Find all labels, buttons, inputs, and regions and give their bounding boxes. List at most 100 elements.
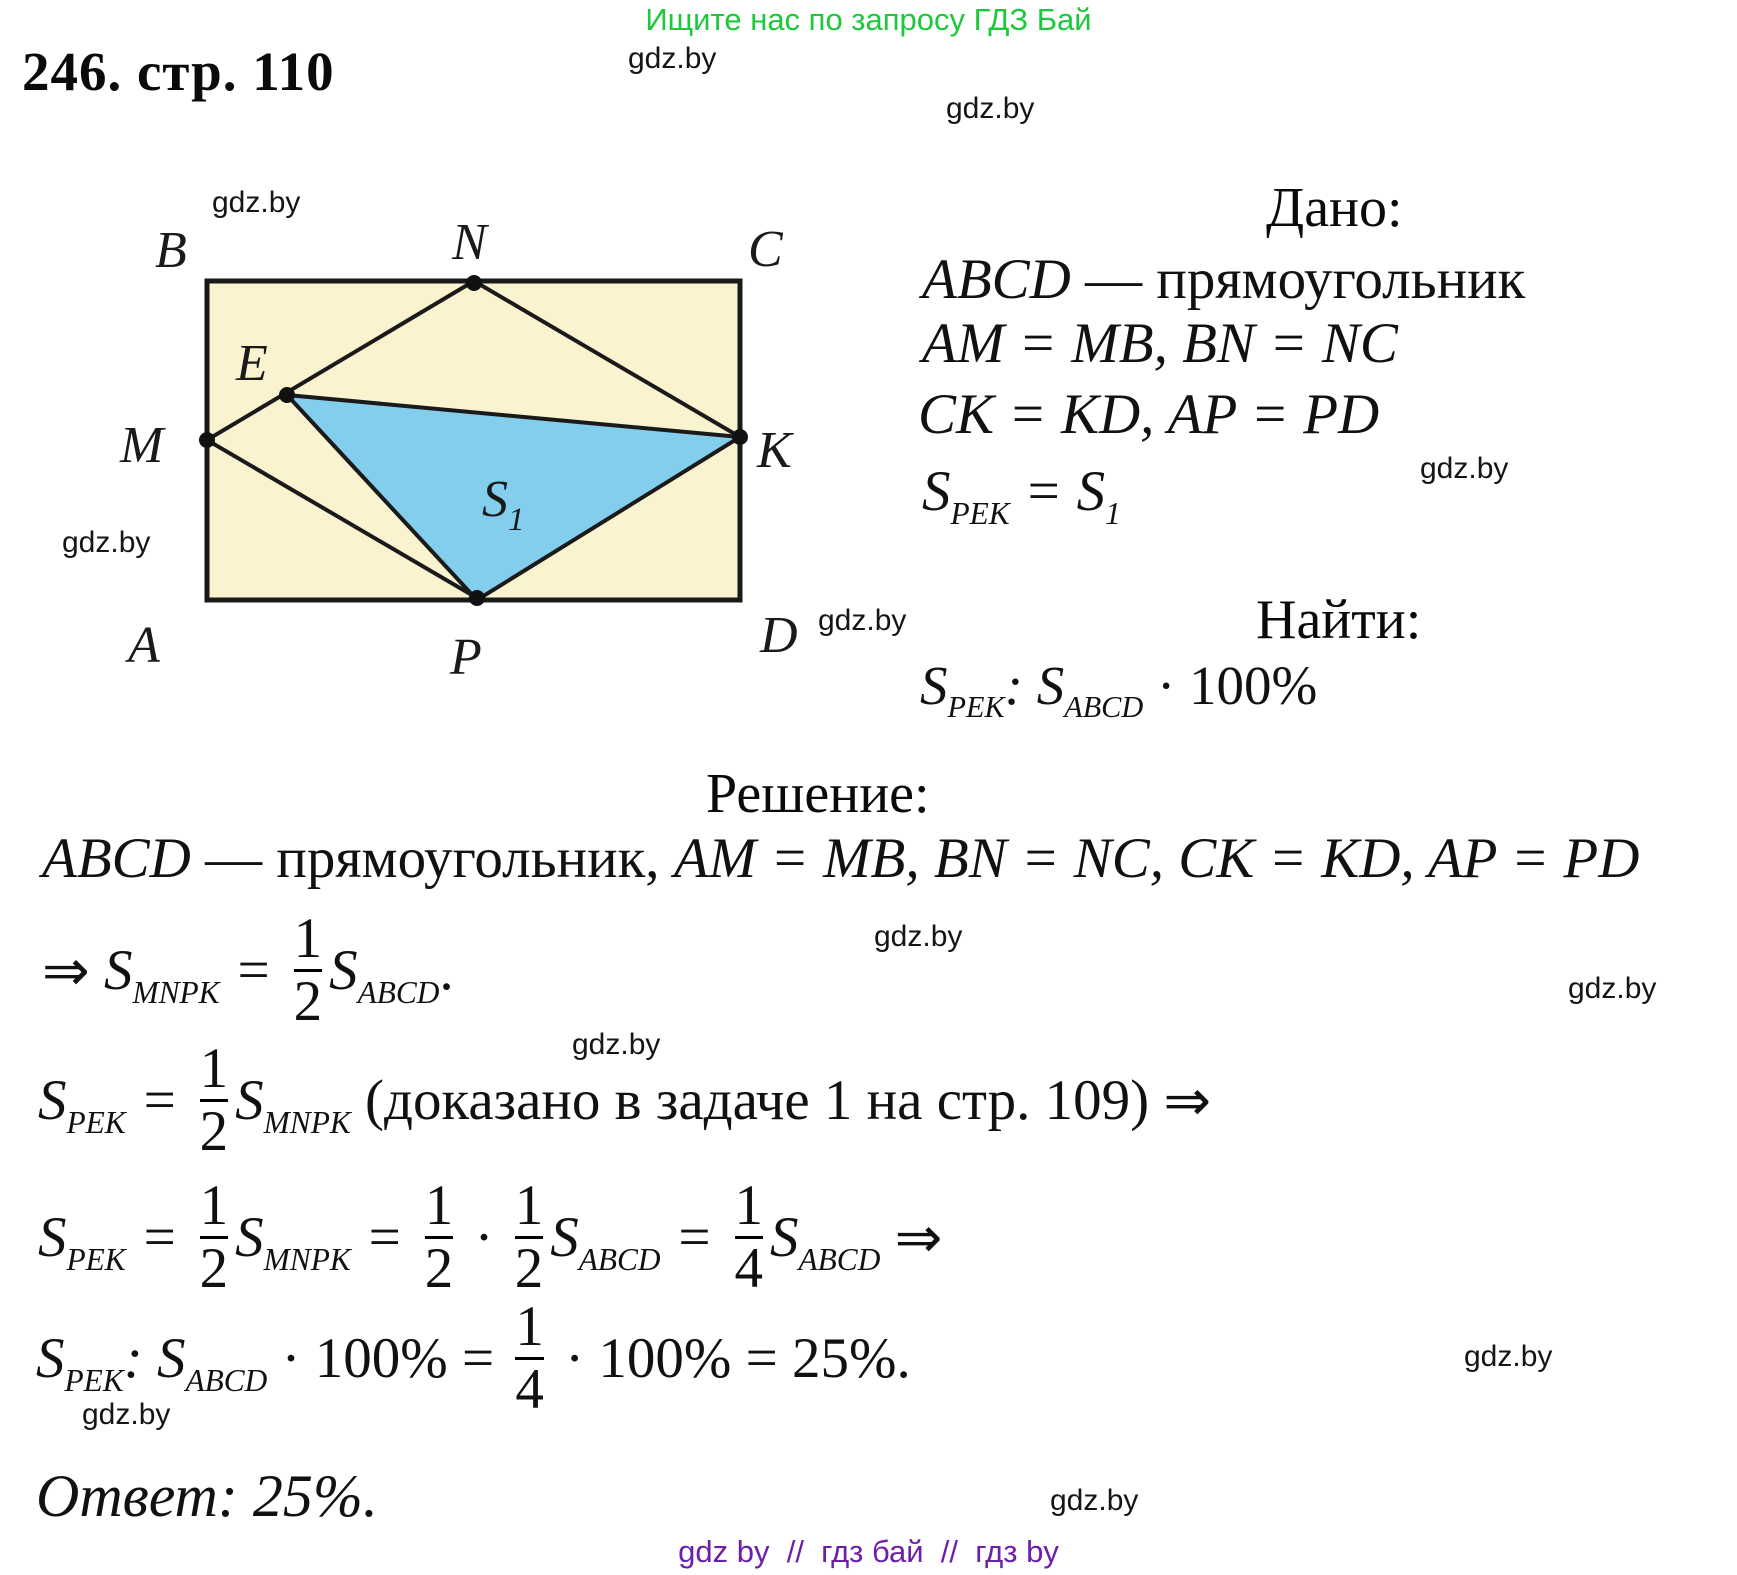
given-line-1-text: — прямоугольник — [1070, 248, 1526, 311]
equals: = — [1009, 460, 1077, 523]
equals: = — [350, 1206, 418, 1270]
implies-arrow: ⇒ — [42, 939, 105, 1003]
fraction-bar — [734, 1236, 764, 1240]
vertex-label-p: P — [449, 629, 482, 686]
vertex-label-n: N — [451, 214, 490, 271]
subscript: PEK — [66, 1242, 126, 1278]
subscript: PEK — [64, 1363, 124, 1399]
expression-segment: · 100% = 25%. — [550, 1327, 911, 1391]
fraction-bar — [293, 969, 323, 973]
fraction-bar — [199, 1099, 229, 1103]
math-expression: CK = KD, AP = PD — [918, 383, 1380, 446]
numerator: 1 — [734, 1174, 764, 1237]
math-var: S — [36, 1327, 65, 1391]
equals: = — [125, 1069, 193, 1133]
subscript: ABCD — [798, 1242, 881, 1278]
implies-arrow: ⇒ — [880, 1206, 943, 1270]
fraction-bar — [514, 1236, 544, 1240]
segment-mn — [205, 279, 476, 442]
numerator: 1 — [199, 1037, 229, 1100]
subscript: ABCD — [357, 975, 440, 1011]
denominator: 2 — [199, 1237, 229, 1301]
gdz-watermark: gdz.by — [1420, 452, 1509, 485]
gdz-watermark: gdz.by — [818, 604, 907, 637]
subscript: PEK — [947, 689, 1005, 724]
solution-line-2: ⇒ S MNPK = 1 2 S ABCD. — [42, 907, 454, 1033]
point-dot-e — [279, 387, 295, 403]
point-dot-k — [732, 429, 748, 445]
numerator: 1 — [424, 1174, 454, 1237]
math-var: S — [770, 1206, 799, 1270]
denominator: 4 — [515, 1358, 544, 1422]
subscript: MNPK — [263, 1242, 351, 1278]
gdz-watermark: gdz.by — [1050, 1484, 1139, 1517]
solution-line-1: ABCD — прямоугольник, AM = MB, BN = NC, … — [42, 826, 1639, 891]
subscript: PEK — [950, 496, 1010, 532]
page-title: 246. стр. 110 — [22, 41, 335, 102]
solution-heading: Решение: — [706, 763, 930, 825]
math-expression: AM = MB, BN = NC, CK = KD, AP = PD — [673, 827, 1640, 890]
equals: = — [660, 1206, 728, 1270]
gdz-watermark: gdz.by — [572, 1028, 661, 1061]
colon: : — [123, 1327, 157, 1391]
gdz-watermark: gdz.by — [874, 920, 963, 953]
subscript: ABCD — [185, 1363, 268, 1399]
math-var: S — [1076, 460, 1106, 523]
equals: = — [125, 1206, 193, 1270]
period: . — [439, 939, 454, 1003]
multiply-dot: · — [460, 1206, 508, 1270]
find-heading: Найти: — [1256, 589, 1422, 651]
equals: = — [219, 939, 287, 1003]
math-var: S — [329, 939, 358, 1003]
gdz-watermark: gdz.by — [212, 186, 301, 219]
colon: : — [1004, 655, 1037, 716]
gdz-watermark: gdz.by — [946, 92, 1035, 125]
numerator: 1 — [293, 907, 323, 970]
math-var: S — [235, 1069, 264, 1133]
vertex-label-b: B — [155, 222, 187, 279]
find-formula-tail: · 100% — [1143, 655, 1318, 716]
denominator: 2 — [199, 1100, 229, 1164]
proof-note: (доказано в задаче 1 на стр. 109) — [350, 1069, 1164, 1133]
math-var: S — [38, 1206, 67, 1270]
area-label-s1-sub: 1 — [508, 502, 525, 538]
expression-segment: · 100% = — [267, 1327, 509, 1391]
vertex-label-e: E — [235, 335, 268, 392]
given-line-1: ABCD — прямоугольник — [922, 247, 1525, 312]
subscript: MNPK — [132, 975, 220, 1011]
math-var: S — [920, 655, 948, 716]
numerator: 1 — [515, 1295, 544, 1358]
math-var: ABCD — [922, 248, 1071, 311]
segment-nk — [472, 279, 742, 439]
math-var: S — [38, 1069, 67, 1133]
point-dot-n — [466, 275, 482, 291]
subscript: 1 — [1105, 496, 1121, 532]
math-var: S — [550, 1206, 579, 1270]
subscript: PEK — [66, 1105, 126, 1141]
numerator: 1 — [514, 1174, 544, 1237]
vertex-label-d: D — [759, 607, 798, 664]
area-label-s1-base: S — [482, 471, 508, 528]
vertex-label-c: C — [748, 221, 784, 278]
gdz-watermark: gdz.by — [1568, 972, 1657, 1005]
math-var: S — [104, 939, 133, 1003]
subscript: ABCD — [1064, 689, 1144, 724]
footer-links: gdz by // гдз бай // гдз by — [678, 1534, 1059, 1569]
subscript: MNPK — [263, 1105, 351, 1141]
fraction-bar — [424, 1236, 454, 1240]
math-var: S — [1036, 655, 1065, 716]
math-expression: AM = MB, BN = NC — [922, 312, 1398, 375]
area-label-s1: S1 — [482, 471, 525, 538]
gdz-watermark: gdz.by — [1464, 1340, 1553, 1373]
fraction-bar — [515, 1357, 544, 1361]
vertex-label-a: A — [125, 617, 160, 674]
math-var: S — [235, 1206, 264, 1270]
